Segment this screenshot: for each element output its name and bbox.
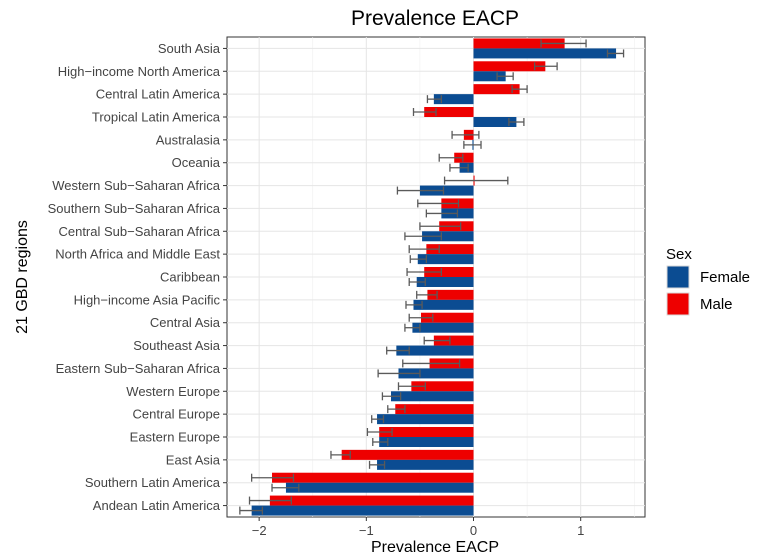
male-bar xyxy=(411,381,474,392)
male-bar xyxy=(426,244,474,255)
error-bars xyxy=(239,39,625,515)
category-label: Western Sub−Saharan Africa xyxy=(52,178,221,193)
category-label: Central Europe xyxy=(133,407,220,422)
female-bar xyxy=(413,299,474,310)
female-bar xyxy=(285,482,474,493)
category-labels: South Asia High−income North America Centr… xyxy=(48,41,227,513)
category-label: North Africa and Middle East xyxy=(55,247,220,262)
category-label: East Asia xyxy=(166,452,221,467)
category-label: High−income North America xyxy=(58,64,221,79)
male-bar xyxy=(272,472,474,483)
category-label: Andean Latin America xyxy=(93,498,221,513)
male-bar xyxy=(454,152,474,163)
x-axis-title: Prevalence EACP xyxy=(371,539,499,555)
legend-title: Sex xyxy=(666,246,692,263)
category-label: Caribbean xyxy=(160,270,220,285)
female-bar xyxy=(419,185,474,196)
category-label: Central Latin America xyxy=(96,87,221,102)
category-label: High−income Asia Pacific xyxy=(74,292,221,307)
female-bar xyxy=(396,345,474,356)
x-axis-ticks: −2 −1 0 1 xyxy=(252,517,584,538)
male-bar xyxy=(341,449,474,460)
female-bar xyxy=(473,71,506,82)
female-bar xyxy=(377,459,474,470)
female-bar xyxy=(398,368,474,379)
male-bar xyxy=(473,38,565,49)
female-bar xyxy=(473,48,617,59)
x-tick-label: 0 xyxy=(470,523,477,538)
legend: Sex Female Male xyxy=(666,246,750,316)
chart-title: Prevalence EACP xyxy=(351,7,519,30)
legend-label-female: Female xyxy=(700,269,750,286)
female-bar xyxy=(379,437,474,447)
male-bar xyxy=(424,107,474,117)
category-label: Eastern Europe xyxy=(130,430,220,445)
male-bar xyxy=(420,312,474,323)
male-bar xyxy=(379,427,474,437)
female-bar xyxy=(416,277,474,287)
male-bar xyxy=(433,335,474,346)
male-bar xyxy=(269,495,474,506)
female-bar xyxy=(473,117,517,127)
x-tick-label: −1 xyxy=(359,523,374,538)
legend-swatch-male xyxy=(666,292,690,316)
legend-swatch-female xyxy=(666,265,690,289)
category-label: Eastern Sub−Saharan Africa xyxy=(56,361,221,376)
category-label: Western Europe xyxy=(126,384,220,399)
category-label: Australasia xyxy=(156,132,221,147)
female-bar xyxy=(433,94,474,105)
category-label: South Asia xyxy=(158,41,221,56)
category-label: Southern Latin America xyxy=(85,475,221,490)
category-label: Southeast Asia xyxy=(133,338,220,353)
category-label: Tropical Latin America xyxy=(92,110,221,125)
x-tick-label: 1 xyxy=(577,523,584,538)
male-bar xyxy=(427,289,474,300)
y-axis-title: 21 GBD regions xyxy=(14,220,31,334)
male-bar xyxy=(424,267,474,277)
category-label: Central Sub−Saharan Africa xyxy=(58,224,220,239)
legend-label-male: Male xyxy=(700,296,733,313)
female-bar xyxy=(251,505,474,516)
female-bar xyxy=(422,231,474,242)
male-bar xyxy=(395,404,474,415)
female-bar xyxy=(417,254,474,265)
female-bar xyxy=(412,322,474,333)
category-label: Central Asia xyxy=(150,315,221,330)
female-bar xyxy=(390,391,474,402)
male-bar xyxy=(473,84,520,95)
female-bar xyxy=(377,414,474,425)
x-tick-label: −2 xyxy=(252,523,267,538)
male-bar xyxy=(473,61,546,72)
category-label: Southern Sub−Saharan Africa xyxy=(48,201,221,216)
category-label: Oceania xyxy=(172,155,221,170)
